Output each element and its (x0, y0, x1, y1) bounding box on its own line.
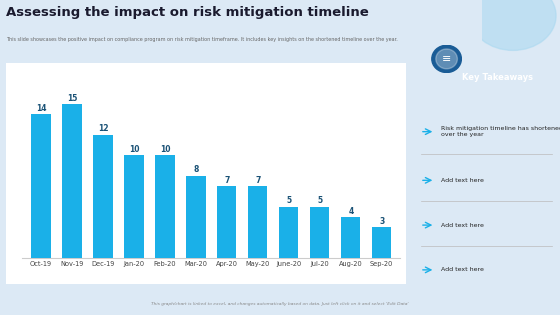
Bar (372, 227, 391, 258)
Bar (155, 156, 175, 258)
Text: 5: 5 (286, 196, 291, 205)
Circle shape (432, 45, 461, 72)
Text: 10: 10 (129, 145, 139, 154)
Text: 7: 7 (224, 176, 230, 185)
Text: 3: 3 (379, 217, 384, 226)
Bar (186, 176, 206, 258)
Text: Add text here: Add text here (441, 223, 484, 228)
Bar (310, 207, 329, 258)
Text: Key Takeaways: Key Takeaways (462, 73, 533, 82)
Bar (94, 135, 113, 258)
Text: This slide showcases the positive impact on compliance program on risk mitigatio: This slide showcases the positive impact… (6, 37, 398, 42)
Bar (124, 156, 143, 258)
Text: 10: 10 (160, 145, 170, 154)
Text: This graph/chart is linked to excel, and changes automatically based on data. Ju: This graph/chart is linked to excel, and… (151, 302, 409, 306)
Text: 15: 15 (67, 94, 77, 102)
Bar (248, 186, 268, 258)
Text: Add text here: Add text here (441, 178, 484, 183)
Bar (279, 207, 298, 258)
Text: Add text here: Add text here (441, 267, 484, 272)
Bar (217, 186, 236, 258)
Text: 8: 8 (193, 165, 199, 175)
Bar (31, 114, 50, 258)
Text: 7: 7 (255, 176, 260, 185)
FancyBboxPatch shape (2, 61, 410, 286)
Bar (341, 217, 361, 258)
Text: 5: 5 (318, 196, 323, 205)
Text: ≡: ≡ (442, 54, 451, 64)
Text: 14: 14 (36, 104, 46, 113)
Text: Assessing the impact on risk mitigation timeline: Assessing the impact on risk mitigation … (6, 6, 368, 19)
Circle shape (470, 0, 556, 50)
Text: Risk mitigation timeline has shortened
over the year: Risk mitigation timeline has shortened o… (441, 126, 560, 137)
Bar (62, 104, 82, 258)
Text: 12: 12 (97, 124, 108, 133)
Circle shape (436, 49, 458, 69)
Text: 4: 4 (348, 207, 353, 216)
